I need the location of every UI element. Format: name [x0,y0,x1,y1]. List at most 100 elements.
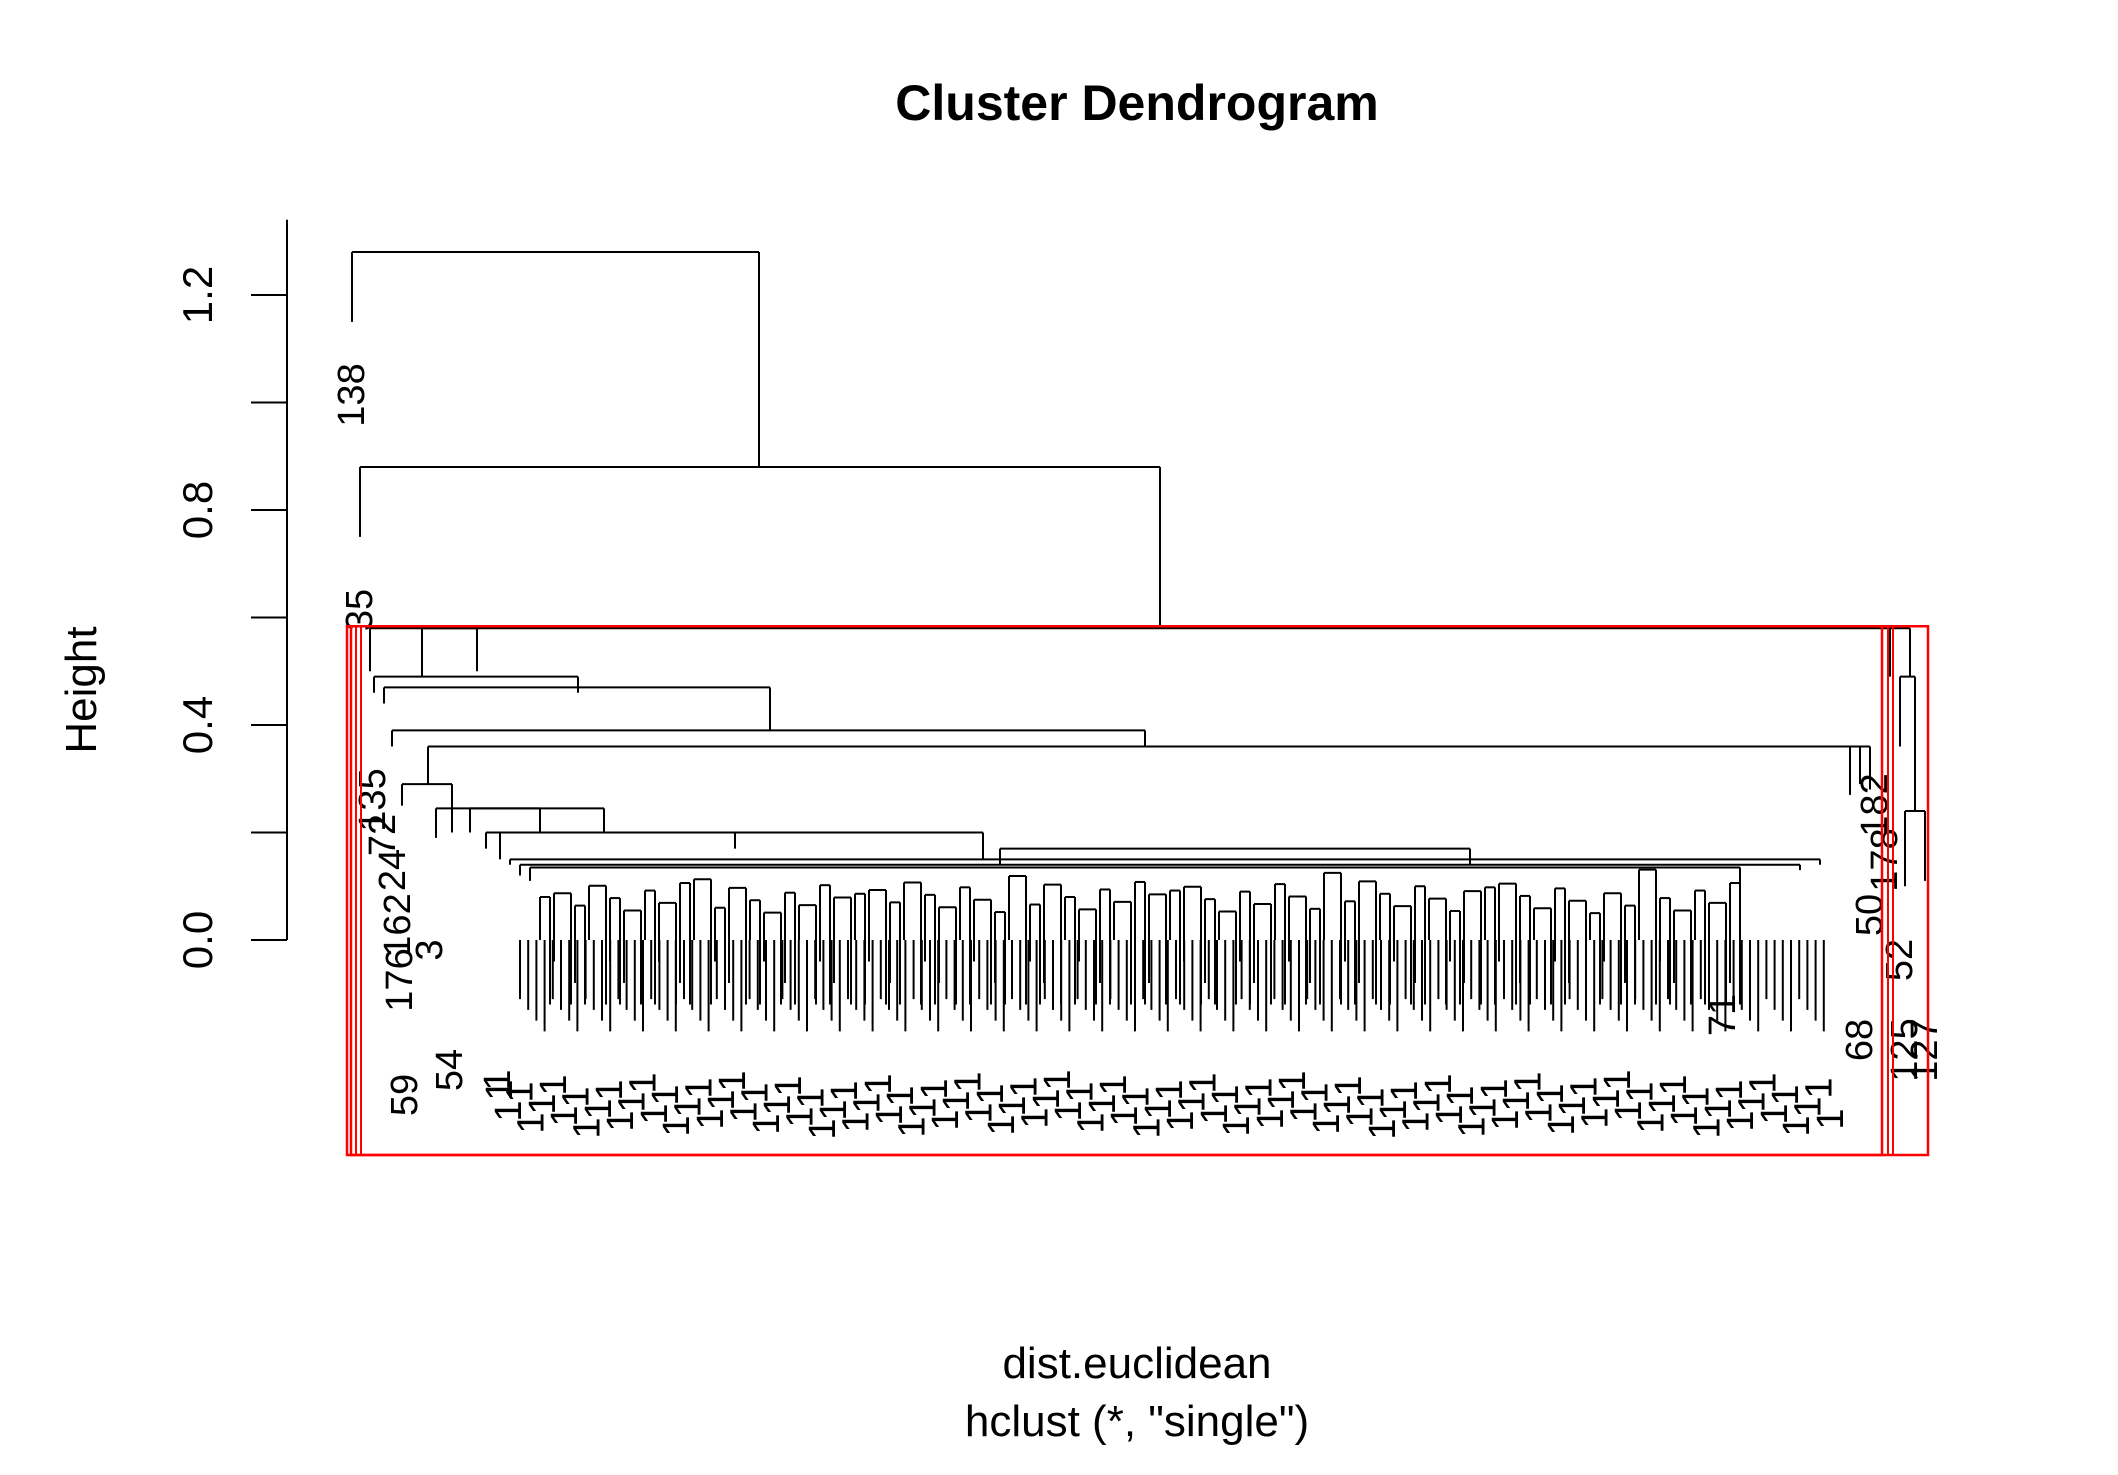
leaf-label-crowded: 1 [1440,1085,1482,1106]
leaf-label-crowded: 1 [1642,1093,1684,1114]
leaf-label-crowded: 1 [1608,1100,1650,1121]
leaf-label-crowded: 1 [981,1114,1023,1135]
leaf-label-crowded: 1 [1239,1077,1281,1098]
leaf-label: 1 [479,1079,521,1100]
leaf-label: 127 [1904,1018,1946,1081]
leaf-label-crowded: 1 [1653,1074,1695,1095]
leaf-label-crowded: 1 [634,1103,676,1124]
leaf-label: 72 [362,814,404,856]
leaf-label-crowded: 1 [847,1092,889,1113]
leaf-label-crowded: 1 [1463,1097,1505,1118]
leaf-label: 50 [1849,894,1891,936]
leaf-label-crowded: 1 [1138,1098,1180,1119]
leaf-label-crowded: 1 [477,1069,519,1090]
leaf-label-crowded: 1 [1541,1114,1583,1135]
leaf-label-crowded: 1 [499,1081,541,1102]
leaf-label-crowded: 1 [667,1096,709,1117]
leaf-label: 178 [1864,828,1906,891]
leaf-label-crowded: 1 [701,1089,743,1110]
leaf-label-crowded: 1 [578,1098,620,1119]
leaf-label-crowded: 1 [1048,1100,1090,1121]
chart-title: Cluster Dendrogram [895,75,1378,131]
leaf-label-crowded: 1 [1082,1093,1124,1114]
y-tick-label: 0.4 [174,696,221,754]
leaf-label-crowded: 1 [679,1077,721,1098]
y-tick-label: 0.8 [174,481,221,539]
leaf-label-crowded: 1 [1160,1110,1202,1131]
leaf-label-crowded: 1 [1474,1078,1516,1099]
leaf-label-crowded: 1 [1664,1105,1706,1126]
leaf-label-crowded: 1 [869,1104,911,1125]
leaf-label-crowded: 1 [1530,1083,1572,1104]
leaf-label-crowded: 1 [1026,1088,1068,1109]
leaf-label: 138 [331,363,373,426]
leaf-label-crowded: 1 [522,1093,564,1114]
leaf-label: 135 [352,768,394,831]
leaf-label-crowded: 1 [1418,1073,1460,1094]
leaf-label-crowded: 1 [936,1090,978,1111]
leaf-label-crowded: 1 [1776,1115,1818,1136]
leaf-label-crowded: 1 [1552,1095,1594,1116]
leaf-label: 182 [1854,773,1896,836]
leaf-label-crowded: 1 [925,1109,967,1130]
leaf-label-crowded: 1 [1037,1069,1079,1090]
leaf-label-crowded: 1 [1328,1075,1370,1096]
leaf-label-crowded: 1 [1194,1103,1236,1124]
leaf-label-crowded: 1 [1127,1117,1169,1138]
leaf-label-crowded: 1 [1575,1107,1617,1128]
leaf-label-crowded: 1 [1787,1096,1829,1117]
leaf-label: 54 [429,1049,471,1091]
leaf-label: 3 [409,939,451,960]
leaf-label-crowded: 1 [1384,1080,1426,1101]
leaf-label-crowded: 1 [1395,1111,1437,1132]
leaf-label-crowded: 1 [1093,1074,1135,1095]
leaf-label: 176 [379,948,421,1011]
leaf-label-crowded: 1 [533,1074,575,1095]
leaf-label-crowded: 1 [1283,1101,1325,1122]
leaf-label-crowded: 1 [824,1080,866,1101]
cluster-highlight-boxes [345,625,1930,1157]
leaf-label-crowded: 1 [746,1113,788,1134]
leaf-label-crowded: 1 [835,1111,877,1132]
leaf-label-crowded: 1 [544,1105,586,1126]
leaf-label-crowded: 1 [712,1070,754,1091]
leaf-label-crowded: 1 [1115,1086,1157,1107]
leaf-label-crowded: 1 [914,1078,956,1099]
leaf-label-crowded: 1 [1407,1092,1449,1113]
leaf-label: 52 [1879,939,1921,981]
leaf-label-crowded: 1 [1339,1106,1381,1127]
leaf-label-crowded: 1 [1429,1104,1471,1125]
leaf-label: 35 [339,589,381,631]
leaf-label-crowded: 1 [1451,1116,1493,1137]
leaf-label-crowded: 1 [1485,1109,1527,1130]
leaf-label-crowded: 1 [1015,1107,1057,1128]
method-label: hclust (*, "single") [965,1397,1309,1446]
leaf-label-crowded: 1 [645,1084,687,1105]
leaf-label-crowded: 1 [1104,1105,1146,1126]
leaf-label-crowded: 1 [970,1083,1012,1104]
leaf-label-crowded: 1 [779,1106,821,1127]
leaf-label-crowded: 1 [611,1091,653,1112]
leaf-label-crowded: 1 [1295,1082,1337,1103]
leaf-label-crowded: 1 [1507,1071,1549,1092]
leaf-label-crowded: 1 [813,1099,855,1120]
leaf-label-crowded: 1 [992,1095,1034,1116]
leaf-label: 24 [372,849,414,891]
leaf-label-crowded: 1 [1675,1086,1717,1107]
y-axis: 0.0 0.4 0.8 1.2 [174,219,288,969]
leaf-label-crowded: 1 [1743,1072,1785,1093]
leaf-label-crowded: 1 [1765,1084,1807,1105]
leaf-label-crowded: 1 [555,1086,597,1107]
x-axis-label: dist.euclidean [1002,1339,1271,1388]
leaf-label-crowded: 1 [891,1116,933,1137]
y-tick-label: 1.2 [174,266,221,324]
leaf-label-crowded: 1 [690,1108,732,1129]
leaf-label-crowded: 1 [1720,1110,1762,1131]
leaf-label-crowded: 1 [567,1117,609,1138]
leaf-label-crowded: 1 [600,1110,642,1131]
leaf-label-crowded: 1 [1519,1102,1561,1123]
leaf-label-crowded: 1 [858,1073,900,1094]
leaf-label-crowded: 1 [1687,1117,1729,1138]
